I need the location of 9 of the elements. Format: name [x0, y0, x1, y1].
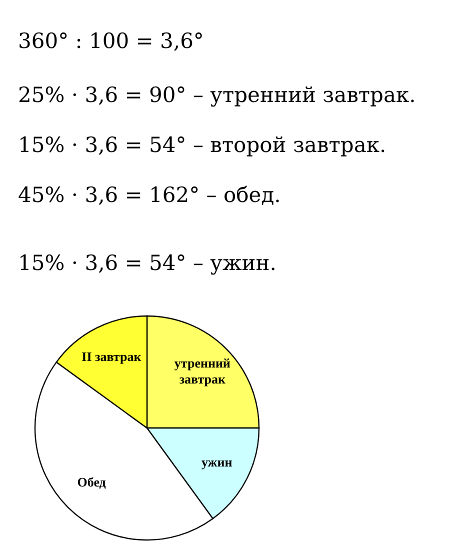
slice-label: ужин [201, 454, 233, 470]
slice-label: Обед [77, 474, 106, 490]
text: 360° : 100 = 3,6° [18, 29, 204, 53]
text: 15% · 3,6 = 54° – ужин. [18, 251, 276, 275]
text: 15% · 3,6 = 54° – второй завтрак. [18, 133, 386, 157]
text: 25% · 3,6 = 90° – утренний завтрак. [18, 83, 416, 107]
slice-label: утренний завтрак [174, 356, 231, 387]
slice-label: II завтрак [82, 349, 142, 364]
text: 45% · 3,6 = 162° – обед. [18, 183, 281, 207]
